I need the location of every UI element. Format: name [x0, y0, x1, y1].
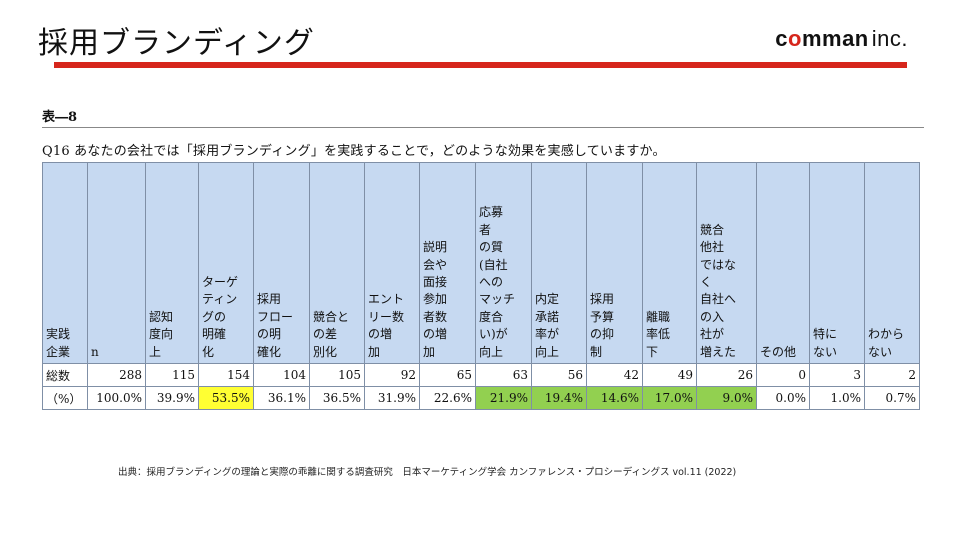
table-cell: 3 — [809, 363, 865, 387]
table-cell: 39.9% — [145, 386, 199, 410]
col-header-competitor: 競合 他社 ではなく自社へ の入 社が 増えた — [696, 162, 757, 364]
table-cell-highlight-green: 17.0% — [642, 386, 697, 410]
table-row-percent: （%） 100.0% 39.9% 53.5% 36.1% 36.5% 31.9%… — [42, 386, 920, 410]
logo-text-c: c — [775, 26, 788, 51]
table-cell: 36.1% — [253, 386, 310, 410]
table-cell: 56 — [531, 363, 587, 387]
logo-text-inc: inc. — [871, 26, 908, 51]
table-cell-highlight-green: 19.4% — [531, 386, 587, 410]
logo-text-o: o — [788, 26, 802, 51]
col-header-budget: 採用 予算 の抑制 — [586, 162, 643, 364]
slide-title: 採用ブランディング — [38, 26, 315, 61]
table-top-rule — [42, 127, 924, 128]
table-cell: 115 — [145, 363, 199, 387]
col-header-n: n — [87, 162, 146, 364]
table-header-row: 実践 企業 n 認知 度向上 ターゲ ティン グの 明確化 採用 フロー の明 確化 競合と の差… — [42, 162, 920, 364]
table-cell: 92 — [364, 363, 420, 387]
table-cell: 104 — [253, 363, 310, 387]
table-cell: 1.0% — [809, 386, 865, 410]
table-cell: 154 — [198, 363, 254, 387]
table-cell: 31.9% — [364, 386, 420, 410]
table-cell: 42 — [586, 363, 643, 387]
row-label: （%） — [42, 386, 88, 410]
col-header-turnover: 離職 率低下 — [642, 162, 697, 364]
table-cell: 2 — [864, 363, 920, 387]
table-cell: 36.5% — [309, 386, 365, 410]
survey-results-table: 実践 企業 n 認知 度向上 ターゲ ティン グの 明確化 採用 フロー の明 確化 競合と の差… — [42, 162, 920, 410]
title-underline-bar — [54, 62, 907, 68]
table-cell: 65 — [419, 363, 476, 387]
col-header-practicing: 実践 企業 — [42, 162, 88, 364]
col-header-flow: 採用 フロー の明 確化 — [253, 162, 310, 364]
table-cell: 26 — [696, 363, 757, 387]
col-header-awareness: 認知 度向上 — [145, 162, 199, 364]
col-header-unknown: わから ない — [864, 162, 920, 364]
col-header-nothing: 特に ない — [809, 162, 865, 364]
col-header-other: その他 — [756, 162, 810, 364]
row-label: 総数 — [42, 363, 88, 387]
table-cell: 105 — [309, 363, 365, 387]
table-cell-highlight-green: 21.9% — [475, 386, 532, 410]
col-header-offer-acceptance: 内定 承諾 率が 向上 — [531, 162, 587, 364]
table-cell: 0.0% — [756, 386, 810, 410]
table-cell: 0.7% — [864, 386, 920, 410]
table-cell-highlight-green: 14.6% — [586, 386, 643, 410]
table-cell: 22.6% — [419, 386, 476, 410]
col-header-targeting: ターゲ ティン グの 明確化 — [198, 162, 254, 364]
table-cell: 63 — [475, 363, 532, 387]
col-header-applicant-quality: 応募者の質 (自社 への マッチ 度合 い)が 向上 — [475, 162, 532, 364]
table-cell: 288 — [87, 363, 146, 387]
col-header-participants: 説明 会や 面接 参加 者数 の増加 — [419, 162, 476, 364]
company-logo: comman inc. — [775, 26, 908, 52]
table-cell: 100.0% — [87, 386, 146, 410]
table-cell: 0 — [756, 363, 810, 387]
table-cell-highlight-yellow: 53.5% — [198, 386, 254, 410]
survey-question: Q16 あなたの会社では「採用ブランディング」を実践することで，どのような効果を… — [42, 144, 666, 159]
logo-text-mman: mman — [801, 26, 869, 51]
source-citation: 出典：採用ブランディングの理論と実際の乖離に関する調査研究 日本マーケティング学… — [118, 467, 737, 478]
table-row-total: 総数 288 115 154 104 105 92 65 63 56 42 49… — [42, 363, 920, 387]
col-header-differentiation: 競合と の差 別化 — [309, 162, 365, 364]
table-label: 表―8 — [42, 110, 78, 125]
table-cell: 49 — [642, 363, 697, 387]
col-header-entries: エント リー数 の増加 — [364, 162, 420, 364]
table-cell-highlight-green: 9.0% — [696, 386, 757, 410]
